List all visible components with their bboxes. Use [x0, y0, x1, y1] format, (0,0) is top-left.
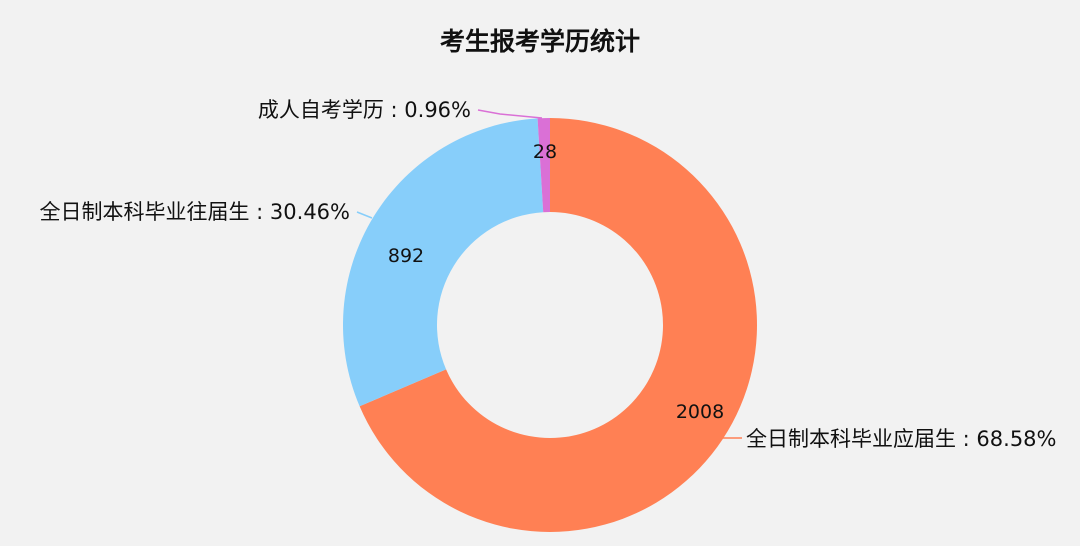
- labels-layer: 全日制本科毕业应届生 : 68.58% 2008 全日制本科毕业往届生 : 30.4…: [40, 98, 1057, 451]
- leader-lines-layer: [356, 109, 742, 439]
- donut-slice-2[interactable]: [343, 118, 544, 407]
- donut-slice-1[interactable]: [359, 118, 757, 532]
- slices-layer: [343, 118, 757, 532]
- slice-label-3: 成人自考学历 : 0.96%: [258, 98, 471, 122]
- slice-value-label-3: 28: [533, 141, 557, 163]
- slice-label-2: 全日制本科毕业往届生 : 30.46%: [40, 200, 351, 224]
- leader-line-3: [477, 109, 543, 119]
- slice-label-1: 全日制本科毕业应届生 : 68.58%: [746, 427, 1057, 451]
- chart-title: 考生报考学历统计: [439, 27, 640, 56]
- donut-slice-3[interactable]: [537, 118, 550, 213]
- slice-value-label-1: 2008: [676, 401, 724, 423]
- slice-value-label-2: 892: [388, 245, 424, 267]
- leader-line-2: [356, 211, 373, 219]
